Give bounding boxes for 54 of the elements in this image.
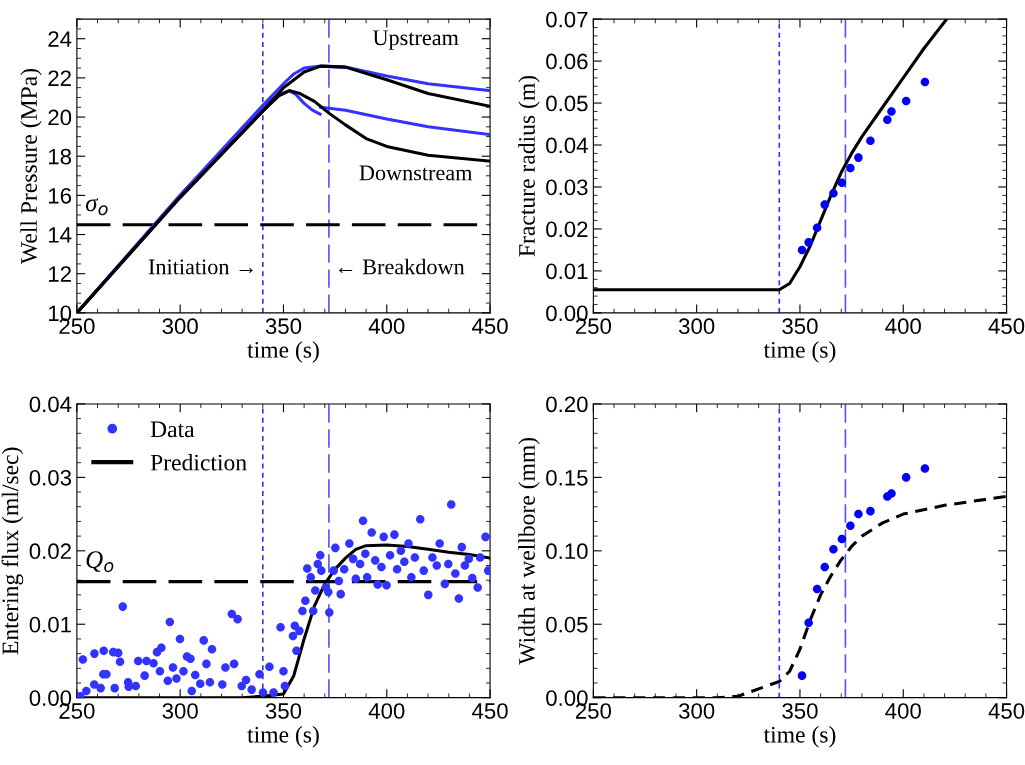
y-tick-label: 0.20: [546, 396, 588, 413]
x-tick-label: 300: [678, 318, 715, 335]
y-tick-label: 0.03: [29, 469, 72, 486]
y-tick-label: 0.03: [546, 179, 588, 196]
x-axis-title: time (s): [763, 341, 836, 363]
x-axis-title: time (s): [247, 341, 319, 363]
x-tick-label: 450: [472, 318, 508, 335]
x-tick-label: 400: [885, 703, 921, 719]
annotation: Downstream: [359, 165, 473, 181]
annotation: Upstream: [372, 30, 459, 50]
y-tick-label: 0.01: [546, 263, 588, 280]
x-axis-title: time (s): [247, 726, 319, 748]
y-axis-title: Entering flux (ml/sec): [1, 447, 24, 655]
y-tick-label: 0.05: [546, 616, 588, 633]
y-tick-label: 12: [48, 266, 71, 282]
y-tick-label: 0.02: [546, 221, 588, 238]
y-tick-label: 0.10: [546, 543, 588, 560]
y-tick-label: 24: [48, 31, 72, 47]
y-tick-label: 0.04: [546, 137, 588, 154]
x-tick-label: 350: [782, 318, 818, 335]
legend-label: Data: [150, 421, 195, 438]
y-axis-title: Well Pressure (MPa): [20, 68, 42, 265]
y-tick-label: 0.02: [29, 543, 71, 560]
x-tick-label: 400: [885, 318, 921, 335]
ref-line-label: σ$_{o}$: [85, 198, 108, 216]
y-tick-label: 0.06: [546, 53, 588, 70]
x-tick-label: 300: [678, 703, 715, 719]
y-tick-label: 16: [48, 187, 72, 204]
x-axis-title: time (s): [763, 726, 836, 748]
ref-line-label: Q$_{o}$: [86, 551, 114, 573]
y-tick-label: 0.04: [29, 396, 72, 413]
legend-label: Prediction: [150, 453, 247, 471]
y-axis-title: Fracture radius (m): [518, 75, 540, 257]
y-tick-label: 20: [48, 109, 72, 126]
y-tick-label: 0.15: [546, 469, 588, 486]
x-tick-label: 450: [472, 703, 508, 719]
y-tick-label: 14: [48, 227, 72, 243]
x-tick-label: 400: [368, 703, 405, 719]
x-tick-label: 350: [782, 703, 818, 719]
y-tick-label: 0.01: [29, 616, 71, 633]
x-tick-label: 350: [265, 703, 302, 719]
x-tick-label: 450: [988, 318, 1025, 335]
y-tick-label: 18: [48, 148, 72, 165]
ref-line-label: Initiation →: [148, 259, 253, 275]
x-tick-label: 300: [162, 318, 198, 335]
y-tick-label: 0.05: [546, 95, 588, 112]
ref-line-label: ← Breakdown: [339, 258, 465, 275]
x-tick-label: 350: [265, 318, 302, 335]
y-tick-label: 22: [48, 70, 71, 86]
x-tick-label: 300: [162, 703, 198, 719]
x-tick-label: 450: [988, 703, 1025, 719]
x-tick-label: 400: [368, 318, 405, 335]
y-axis-title: Width at wellbore (mm): [518, 437, 540, 665]
y-tick-label: 0.07: [546, 11, 588, 28]
